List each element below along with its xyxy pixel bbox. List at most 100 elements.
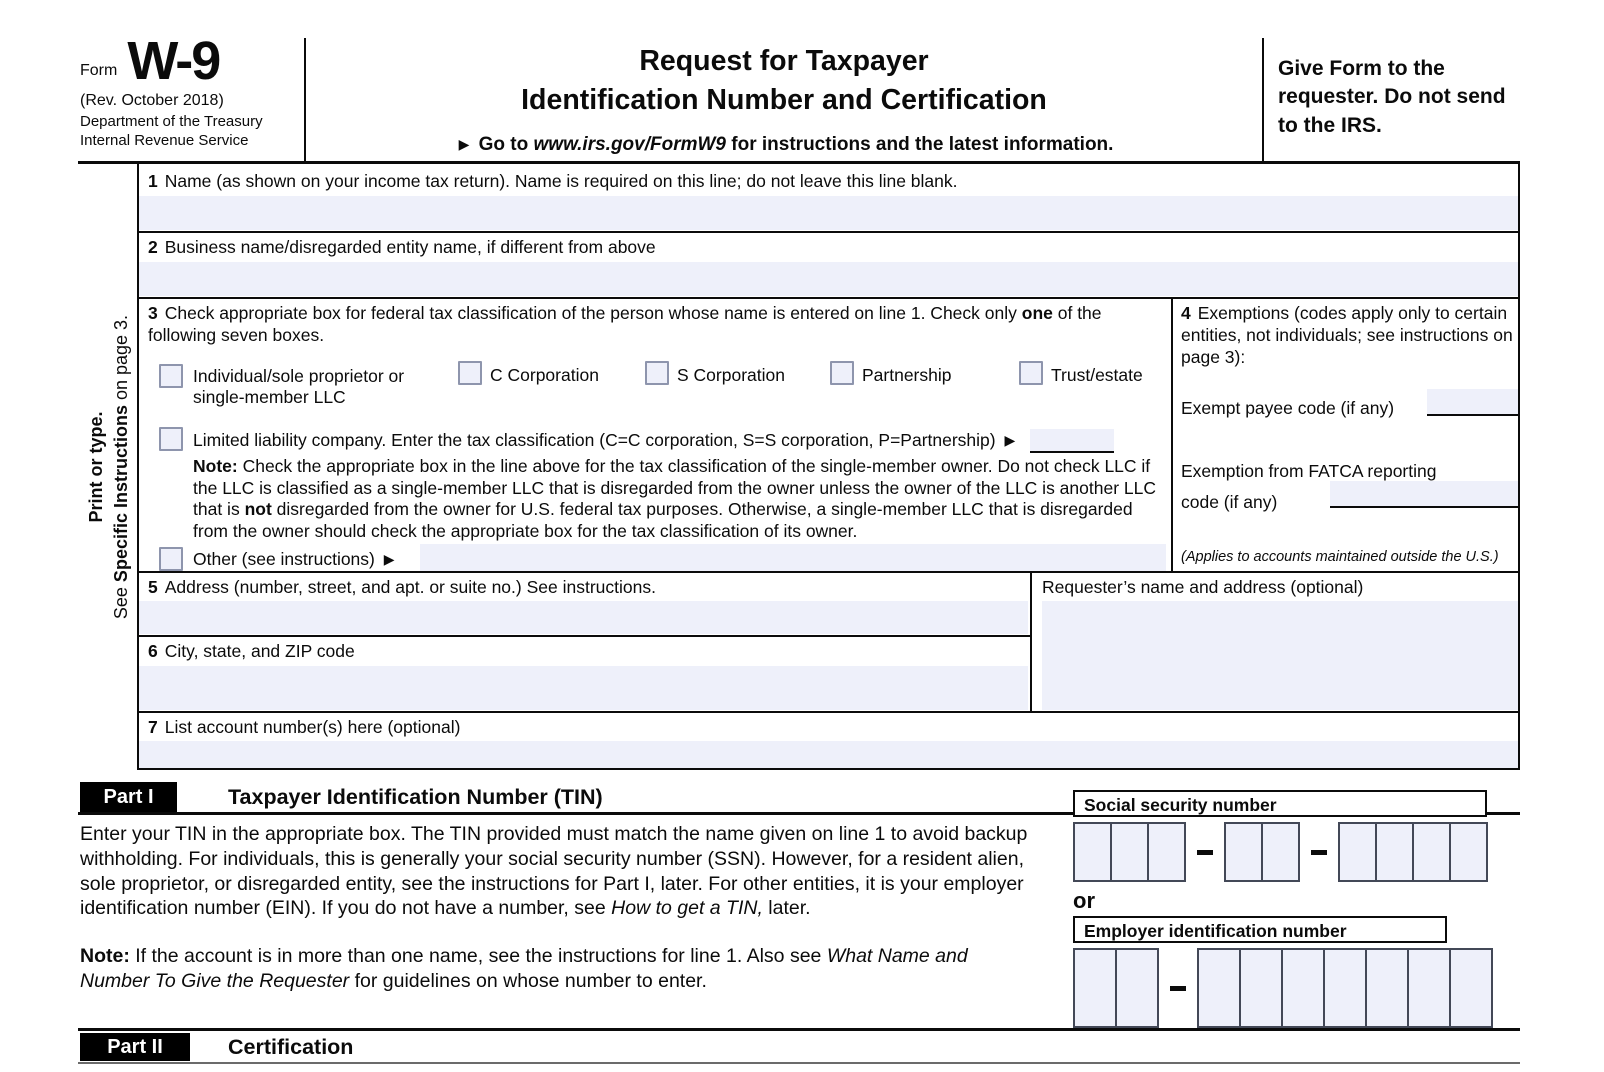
ssn-header: Social security number	[1073, 790, 1487, 817]
part1-rule	[78, 812, 1520, 815]
goto-suffix: for instructions and the latest informat…	[726, 134, 1114, 155]
checkbox-partnership[interactable]	[830, 361, 854, 385]
ssn-boxes	[1073, 822, 1488, 882]
checkbox-c-corporation[interactable]	[458, 361, 482, 385]
other-label: Other (see instructions)	[193, 549, 399, 570]
main-form-box	[137, 162, 1520, 770]
ein-boxes	[1073, 948, 1493, 1028]
address-input[interactable]	[139, 601, 1028, 634]
checkbox-llc[interactable]	[159, 427, 183, 451]
tin-digit-box[interactable]	[1226, 824, 1263, 880]
requester-divider	[1030, 573, 1032, 711]
tin-digit-box[interactable]	[1075, 950, 1117, 1026]
tin-digit-box[interactable]	[1075, 824, 1112, 880]
tin-digit-box[interactable]	[1149, 824, 1184, 880]
city-state-zip-input[interactable]	[139, 666, 1028, 710]
checkbox-partnership-label: Partnership	[862, 365, 952, 385]
header-divider-left	[304, 38, 306, 162]
checkbox-trust-estate-label: Trust/estate	[1051, 365, 1143, 385]
form-title: Request for Taxpayer Identification Numb…	[306, 42, 1262, 120]
tin-digit-box[interactable]	[1241, 950, 1283, 1026]
tin-dash-separator	[1170, 985, 1186, 991]
ein-header: Employer identification number	[1073, 916, 1447, 943]
business-name-input[interactable]	[139, 262, 1518, 296]
tin-digit-box[interactable]	[1409, 950, 1451, 1026]
tin-digit-box[interactable]	[1112, 824, 1149, 880]
print-or-type-sidebar: Print or type. See Specific Instructions…	[84, 164, 136, 770]
requester-label: Requester’s name and address (optional)	[1042, 577, 1364, 597]
sidebar-line1: Print or type.	[86, 411, 106, 523]
checkbox-s-corporation-label: S Corporation	[677, 365, 785, 385]
part1-note: Note: If the account is in more than one…	[80, 945, 968, 992]
arrowhead-icon	[1004, 432, 1015, 449]
or-label: or	[1073, 888, 1095, 913]
arrowhead-icon	[459, 136, 470, 153]
fatca-label-line1: Exemption from FATCA reporting	[1181, 461, 1437, 481]
tin-digit-box[interactable]	[1117, 950, 1157, 1026]
line7-label: 7 List account number(s) here (optional)	[148, 717, 461, 737]
tin-box-group	[1224, 822, 1300, 882]
give-form-note: Give Form to the requester. Do not send …	[1278, 57, 1506, 137]
fatca-label-line2: code (if any)	[1181, 492, 1278, 512]
line6-label: 6 City, state, and ZIP code	[148, 641, 355, 661]
tin-digit-box[interactable]	[1340, 824, 1377, 880]
part2-rule	[78, 1028, 1520, 1031]
form-word: Form	[80, 62, 118, 80]
llc-label: Limited liability company. Enter the tax…	[193, 429, 1115, 453]
header-rule	[78, 161, 1520, 164]
part1-badge: Part I	[80, 782, 177, 812]
goto-line: Go to www.irs.gov/FormW9 for instruction…	[306, 134, 1262, 156]
row-divider	[137, 711, 1520, 713]
checkbox-individual-sole-proprietor[interactable]	[159, 364, 183, 388]
line4-label: 4 Exemptions (codes apply only to certain…	[1181, 303, 1513, 367]
checkbox-other[interactable]	[159, 547, 183, 571]
tin-digit-box[interactable]	[1451, 824, 1486, 880]
form-revision: (Rev. October 2018)	[80, 92, 224, 110]
name-input[interactable]	[139, 196, 1518, 230]
tin-box-group	[1073, 948, 1159, 1028]
tin-box-group	[1197, 948, 1493, 1028]
tin-digit-box[interactable]	[1199, 950, 1241, 1026]
line1-label: 1 Name (as shown on your income tax retur…	[148, 171, 958, 191]
part2-title: Certification	[228, 1035, 354, 1059]
llc-classification-input[interactable]	[1030, 429, 1115, 453]
tin-digit-box[interactable]	[1414, 824, 1451, 880]
title-line1: Request for Taxpayer	[639, 45, 929, 77]
sidebar-line2: See Specific Instructions on page 3.	[111, 314, 131, 620]
fatca-code-input[interactable]	[1330, 481, 1518, 508]
exempt-payee-code-input[interactable]	[1427, 389, 1518, 416]
row-divider	[137, 297, 1520, 299]
applies-note: (Applies to accounts maintained outside …	[1181, 549, 1499, 565]
checkbox-individual-label: Individual/sole proprietor or single-mem…	[193, 366, 405, 408]
tin-digit-box[interactable]	[1367, 950, 1409, 1026]
checkbox-s-corporation[interactable]	[645, 361, 669, 385]
tin-digit-box[interactable]	[1325, 950, 1367, 1026]
arrowhead-icon	[384, 551, 395, 568]
tin-dash-separator	[1197, 849, 1213, 855]
tin-box-group	[1338, 822, 1488, 882]
header-divider-right	[1262, 38, 1264, 162]
row-divider	[137, 571, 1520, 573]
title-line2: Identification Number and Certification	[521, 84, 1047, 117]
other-input[interactable]	[420, 544, 1166, 571]
part2-bottom-rule	[78, 1062, 1520, 1064]
goto-prefix: Go to	[478, 134, 534, 155]
checkbox-trust-estate[interactable]	[1019, 361, 1043, 385]
line5-label: 5 Address (number, street, and apt. or su…	[148, 577, 656, 597]
line3-label: 3 Check appropriate box for federal tax c…	[148, 303, 1102, 345]
tin-box-group	[1073, 822, 1186, 882]
tin-digit-box[interactable]	[1263, 824, 1298, 880]
goto-url[interactable]: www.irs.gov/FormW9	[533, 134, 727, 155]
part1-title: Taxpayer Identification Number (TIN)	[228, 785, 603, 809]
part1-paragraph: Enter your TIN in the appropriate box. T…	[80, 823, 1028, 920]
column-divider	[1171, 299, 1173, 571]
account-numbers-input[interactable]	[139, 741, 1518, 768]
checkbox-c-corporation-label: C Corporation	[490, 365, 599, 385]
form-number: W-9	[127, 31, 221, 91]
part2-badge: Part II	[80, 1033, 190, 1061]
tin-digit-box[interactable]	[1283, 950, 1325, 1026]
agency-line1: Department of the Treasury	[80, 113, 263, 131]
tin-digit-box[interactable]	[1377, 824, 1414, 880]
requester-name-address-input[interactable]	[1042, 601, 1518, 710]
tin-digit-box[interactable]	[1451, 950, 1491, 1026]
